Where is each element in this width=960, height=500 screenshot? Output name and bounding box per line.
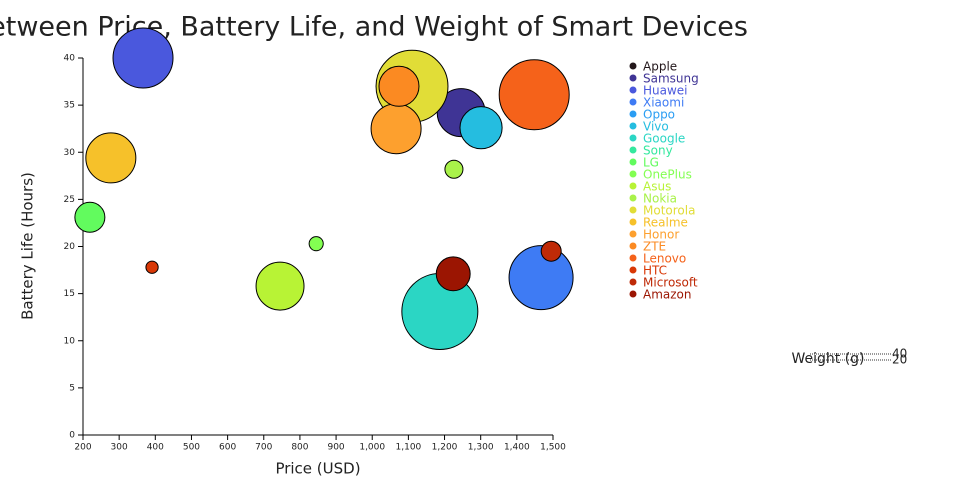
legend-label: Google (643, 132, 685, 146)
size-legend-label: 20 (892, 353, 907, 367)
legend-marker (629, 194, 637, 202)
legend-marker (629, 230, 637, 238)
legend-label: Xiaomi (643, 96, 684, 110)
legend-marker (629, 62, 637, 70)
y-tick-label: 0 (69, 431, 75, 441)
legend-label: Sony (643, 144, 673, 158)
x-tick-label: 300 (111, 443, 128, 453)
bubble (74, 201, 106, 233)
legend-label: Honor (643, 228, 679, 242)
legend-label: Huawei (643, 84, 688, 98)
legend-marker (629, 158, 637, 166)
bubble (540, 240, 562, 262)
legend-marker (629, 98, 637, 106)
y-tick-label: 10 (64, 336, 76, 346)
bubble (508, 245, 574, 311)
legend-marker (629, 206, 637, 214)
legend-label: Nokia (643, 192, 677, 206)
y-tick-label: 5 (69, 383, 75, 393)
legend-label: Vivo (643, 120, 669, 134)
x-tick-label: 900 (327, 443, 344, 453)
legend-label: Oppo (643, 108, 675, 122)
bubble (112, 27, 174, 89)
legend-marker (629, 254, 637, 262)
y-axis-title: Battery Life (Hours) (19, 172, 37, 320)
x-tick-label: 1,200 (432, 443, 458, 453)
legend-label: LG (643, 156, 659, 170)
chart-title: Correlation Between Price, Battery Life,… (0, 12, 748, 43)
x-tick-label: 600 (219, 443, 236, 453)
bubble (308, 236, 324, 252)
legend-label: OnePlus (643, 168, 692, 182)
legend-marker (629, 146, 637, 154)
y-tick-label: 15 (64, 289, 75, 299)
bubble (435, 256, 471, 292)
legend-label: Asus (643, 180, 671, 194)
legend-label: HTC (643, 264, 667, 278)
legend-marker (629, 182, 637, 190)
y-tick-label: 20 (64, 242, 76, 252)
legend-marker (629, 110, 637, 118)
legend-marker (629, 86, 637, 94)
legend-label: ZTE (643, 240, 666, 254)
legend-label: Motorola (643, 204, 695, 218)
y-tick-label: 40 (64, 54, 76, 64)
legend-label: Lenovo (643, 252, 686, 266)
legend-marker (629, 290, 637, 298)
bubble (459, 106, 503, 150)
y-tick-label: 35 (64, 101, 75, 111)
x-tick-label: 1,000 (359, 443, 385, 453)
bubble (145, 260, 159, 274)
bubble (255, 261, 305, 311)
x-tick-label: 800 (291, 443, 308, 453)
x-axis-title: Price (USD) (275, 460, 360, 478)
legend-marker (629, 278, 637, 286)
size-legend-title: Weight (g) (791, 351, 864, 367)
x-tick-label: 1,100 (396, 443, 422, 453)
bubble (370, 103, 422, 155)
legend-marker (629, 122, 637, 130)
bubble (444, 159, 464, 179)
x-tick-label: 1,500 (540, 443, 566, 453)
x-tick-label: 400 (147, 443, 164, 453)
legend-marker (629, 74, 637, 82)
bubble (378, 65, 420, 107)
y-tick-label: 25 (64, 195, 75, 205)
bubble (85, 132, 137, 184)
x-tick-label: 200 (74, 443, 91, 453)
legend-label: Microsoft (643, 276, 698, 290)
legend-marker (629, 218, 637, 226)
legend-marker (629, 266, 637, 274)
legend-label: Apple (643, 60, 677, 74)
bubble (498, 59, 570, 131)
legend-marker (629, 242, 637, 250)
x-tick-label: 1,400 (504, 443, 530, 453)
legend-marker (629, 134, 637, 142)
legend-label: Realme (643, 216, 688, 230)
x-tick-label: 1,300 (468, 443, 494, 453)
legend-label: Amazon (643, 288, 692, 302)
x-tick-label: 500 (183, 443, 200, 453)
x-tick-label: 700 (255, 443, 272, 453)
legend-marker (629, 170, 637, 178)
size-legend-label: 40 (892, 347, 907, 361)
legend-label: Samsung (643, 72, 699, 86)
y-tick-label: 30 (64, 148, 76, 158)
